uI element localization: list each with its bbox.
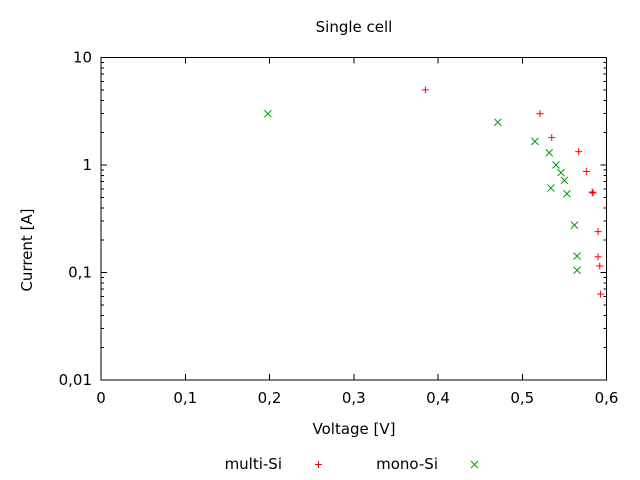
axis-frame <box>100 57 607 381</box>
y-tick-labels: 10 1 0,1 0,01 <box>59 49 92 390</box>
data-point-mono-Si <box>493 118 502 127</box>
data-point-mono-Si <box>545 148 554 157</box>
series-multi-Si <box>421 86 605 298</box>
data-point-multi-Si <box>421 86 429 94</box>
data-point-multi-Si <box>588 188 596 196</box>
data-point-multi-Si <box>594 253 602 261</box>
data-point-multi-Si <box>597 290 605 298</box>
data-point-multi-Si <box>594 228 602 236</box>
y-tick-label: 0,1 <box>68 264 92 282</box>
legend-label-mono-si: mono-Si <box>376 455 438 473</box>
data-point-multi-Si <box>548 134 556 142</box>
data-point-mono-Si <box>557 168 565 177</box>
x-tick-label: 0,3 <box>342 389 366 407</box>
data-point-mono-Si <box>263 109 272 118</box>
x-tick-label: 0,1 <box>173 389 197 407</box>
data-point-multi-Si <box>536 110 544 118</box>
data-point-mono-Si <box>570 221 579 229</box>
x-axis-label: Voltage [V] <box>312 420 396 438</box>
series-mono-Si <box>263 109 581 275</box>
data-point-mono-Si <box>547 184 555 192</box>
chart-title: Single cell <box>315 18 393 36</box>
y-tick-label: 10 <box>73 49 92 67</box>
data-point-mono-Si <box>573 252 581 260</box>
x-tick-labels: 0 0,1 0,2 0,3 0,4 0,5 0,6 <box>96 389 618 407</box>
data-point-mono-Si <box>531 137 539 146</box>
data-point-multi-Si <box>582 168 590 176</box>
x-tick-label: 0 <box>96 389 106 407</box>
cross-marker-icon <box>470 460 479 469</box>
plus-marker-icon <box>315 461 322 468</box>
y-ticks <box>101 57 607 381</box>
data-point-multi-Si <box>596 262 604 270</box>
data-point-mono-Si <box>552 161 560 169</box>
data-point-mono-Si <box>573 266 581 275</box>
legend-label-multi-si: multi-Si <box>224 455 282 473</box>
x-tick-label: 0,6 <box>595 389 619 407</box>
y-tick-label: 1 <box>82 156 92 174</box>
data-point-mono-Si <box>563 189 571 198</box>
data-point-mono-Si <box>560 176 569 185</box>
data-point-multi-Si <box>575 148 583 156</box>
data-point-multi-Si <box>589 189 597 197</box>
x-ticks <box>100 57 607 380</box>
x-tick-label: 0,2 <box>258 389 282 407</box>
x-tick-label: 0,5 <box>510 389 534 407</box>
x-tick-label: 0,4 <box>426 389 450 407</box>
y-minor-ticks <box>101 61 607 349</box>
y-tick-label: 0,01 <box>59 371 92 389</box>
